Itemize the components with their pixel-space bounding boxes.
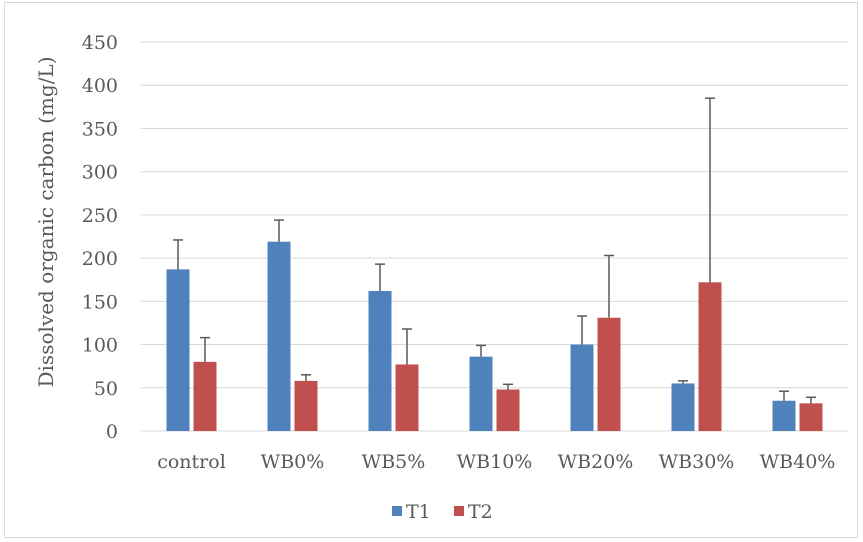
bar-t2-0	[193, 361, 217, 431]
x-tick-label: WB5%	[362, 451, 426, 473]
x-tick-label: WB0%	[261, 451, 325, 473]
y-tick-label: 200	[82, 248, 118, 270]
y-tick-label: 450	[82, 32, 118, 54]
x-tick-label: WB40%	[760, 451, 836, 473]
bar-t2-4	[597, 317, 621, 431]
legend-swatch-t2	[454, 506, 464, 516]
bar-t1-6	[772, 400, 796, 431]
gridlines	[141, 41, 848, 432]
bar-t1-0	[166, 269, 190, 431]
y-axis-ticks: 0 50 100 150 200 250 300 350 400 450	[82, 32, 118, 443]
bar-t1-4	[570, 344, 594, 431]
bar-t2-6	[799, 403, 823, 431]
y-tick-label: 100	[82, 335, 118, 357]
y-axis-label: Dissolved organic carbon (mg/L)	[34, 56, 58, 387]
y-tick-label: 0	[106, 421, 118, 443]
legend-swatch-t1	[392, 506, 402, 516]
legend-label-t2: T2	[468, 501, 493, 523]
y-tick-label: 350	[82, 118, 118, 140]
bar-t1-5	[671, 383, 695, 431]
chart-frame	[4, 2, 858, 538]
error-bars	[173, 97, 816, 404]
legend-label-t1: T1	[406, 501, 431, 523]
legend: T1 T2	[392, 501, 493, 523]
bars	[166, 241, 823, 431]
bar-t2-5	[698, 282, 722, 431]
x-axis-ticks: control WB0% WB5% WB10% WB20% WB30% WB40%	[157, 451, 835, 473]
bar-t1-3	[469, 356, 493, 431]
x-tick-label: WB20%	[558, 451, 634, 473]
bar-t2-3	[496, 389, 520, 431]
y-tick-label: 250	[82, 205, 118, 227]
y-tick-label: 400	[82, 75, 118, 97]
y-tick-label: 50	[94, 378, 118, 400]
bar-t1-1	[267, 241, 291, 431]
bar-t2-2	[395, 364, 419, 431]
y-tick-label: 150	[82, 291, 118, 313]
x-tick-label: WB10%	[457, 451, 533, 473]
y-tick-label: 300	[82, 162, 118, 184]
x-tick-label: WB30%	[659, 451, 735, 473]
x-tick-label: control	[157, 451, 226, 473]
bar-t2-1	[294, 380, 318, 431]
bar-t1-2	[368, 290, 392, 431]
